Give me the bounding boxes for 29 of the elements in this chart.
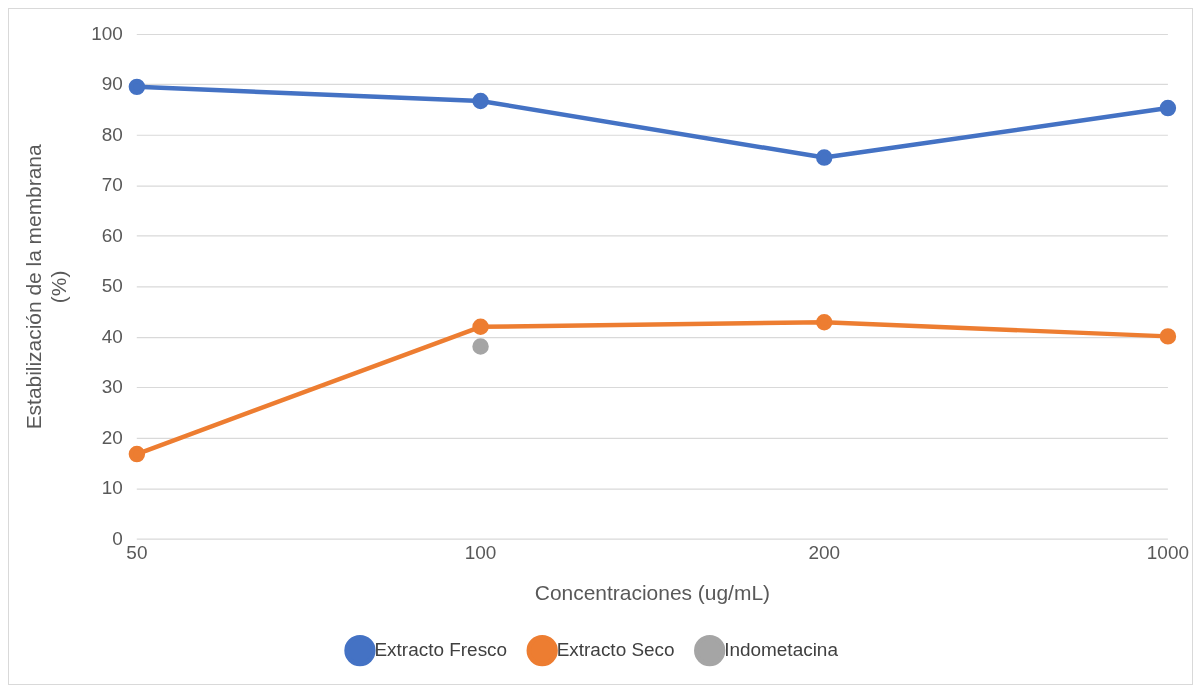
x-tick-label: 200 (808, 542, 841, 563)
point (472, 338, 489, 355)
point (1159, 328, 1177, 345)
x-tick-label: 100 (464, 542, 497, 563)
point (128, 78, 146, 96)
y-tick-label: 30 (101, 376, 123, 398)
y-tick-label: 10 (101, 477, 123, 499)
y-tick-label: 70 (101, 174, 123, 196)
y-tick-label: 90 (101, 73, 123, 95)
y-tick-label: 80 (101, 123, 123, 145)
point (472, 318, 489, 336)
y-tick-label: 40 (101, 325, 123, 347)
y-tick-label: 60 (101, 224, 123, 246)
x-tick-label: 50 (126, 542, 148, 563)
legend-label: Extracto Seco (556, 638, 675, 660)
y-tick-label: 20 (101, 426, 123, 448)
point (815, 149, 833, 166)
legend-label: Extracto Fresco (374, 638, 508, 660)
y-tick-label: 50 (101, 275, 123, 297)
point (815, 314, 833, 331)
y-axis-title: Estabilización de la membrana (%) (22, 144, 71, 430)
x-tick-label: 1000 (1146, 542, 1189, 563)
point (1159, 99, 1177, 117)
point (128, 445, 146, 463)
x-axis-title: Concentraciones (ug/mL) (534, 581, 771, 605)
legend-label: Indometacina (724, 638, 839, 660)
y-tick-label: 0 (112, 527, 123, 549)
point (472, 92, 489, 110)
y-tick-label: 100 (91, 22, 123, 44)
